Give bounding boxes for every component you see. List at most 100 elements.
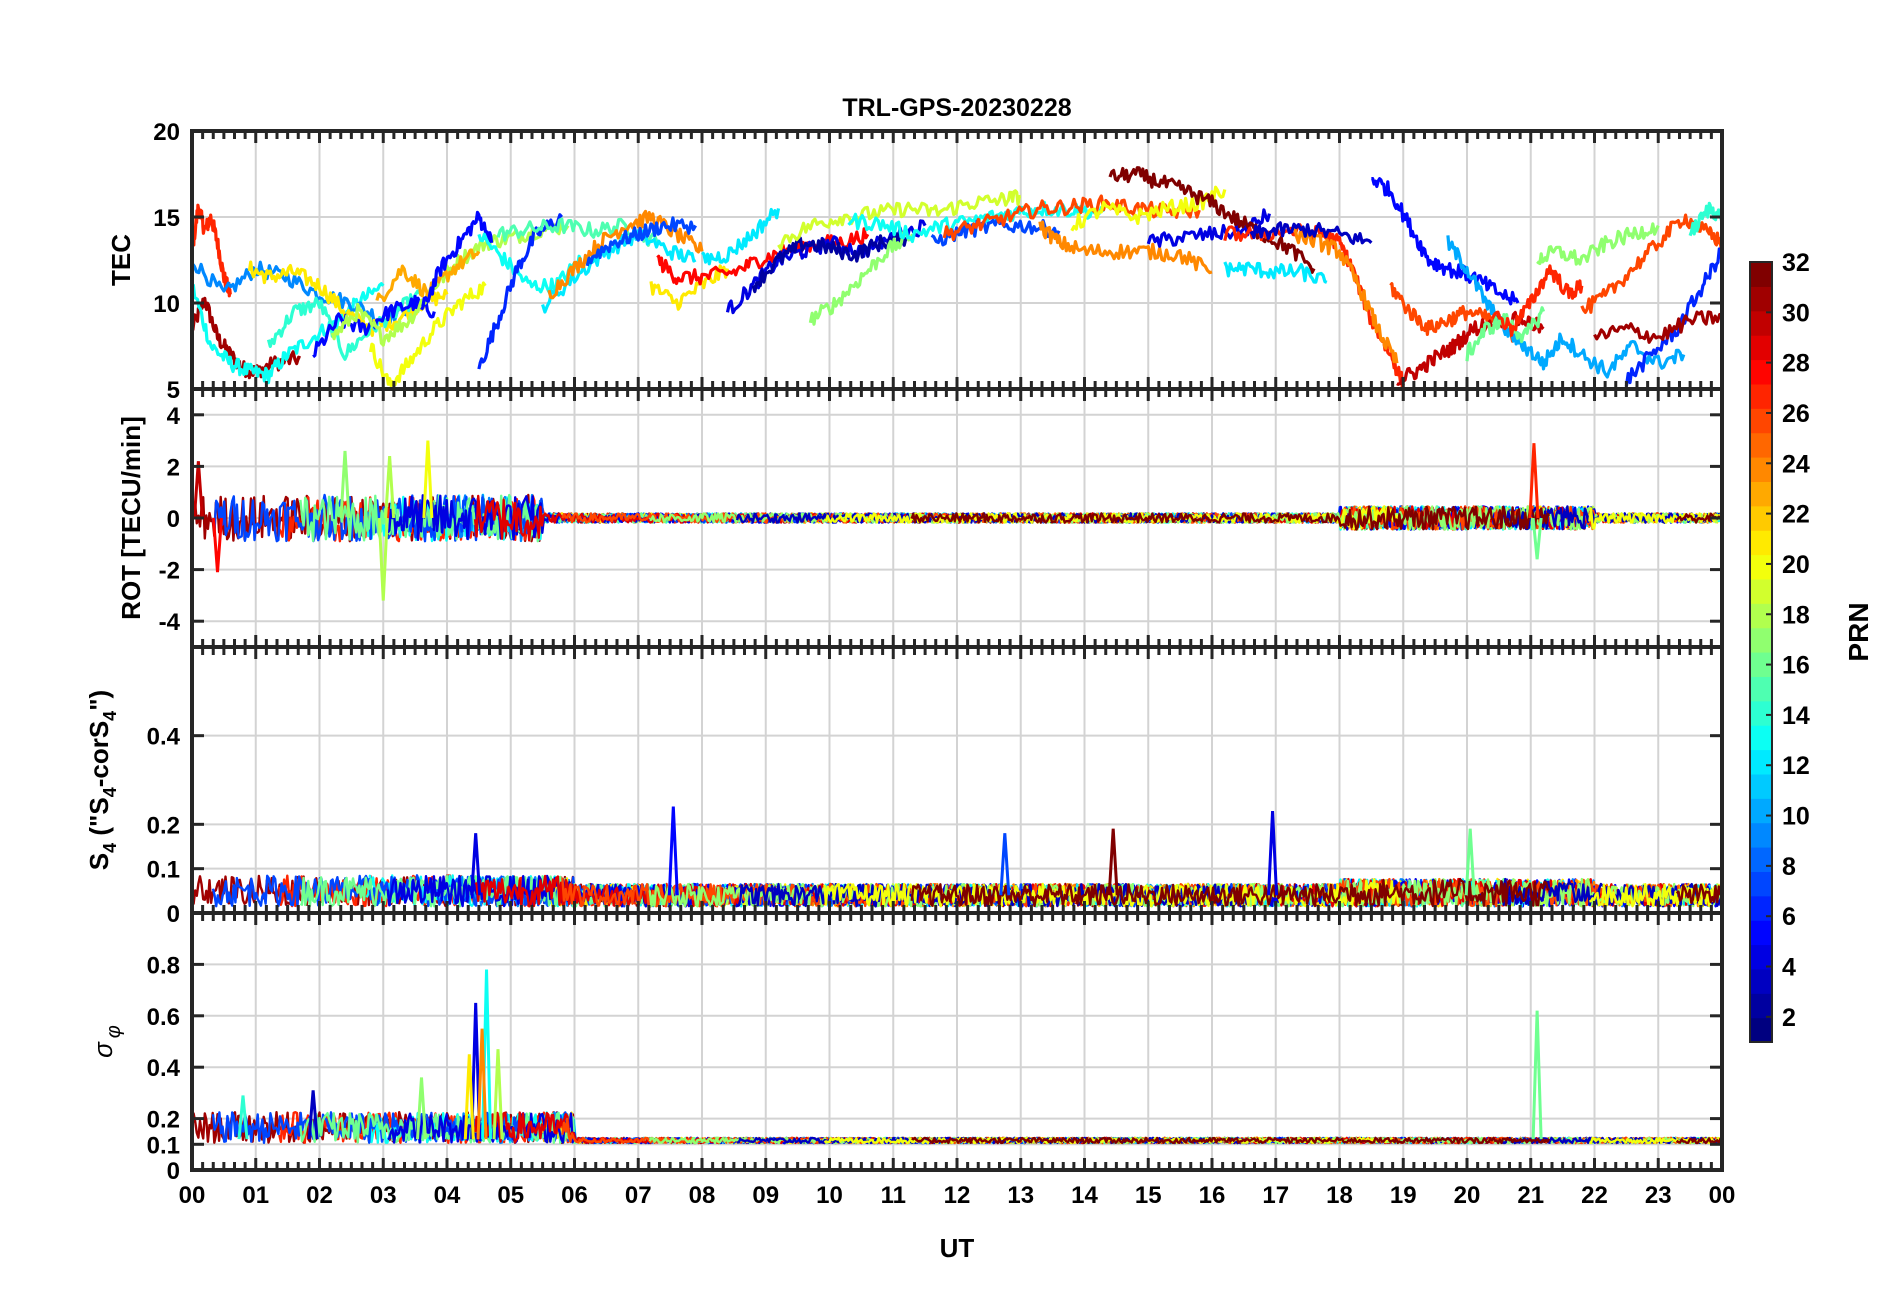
x-tick-label: 23 (1645, 1182, 1672, 1209)
y-axis-label-sigma_phi: σφ (88, 1025, 125, 1058)
sigma_phi-series-line (1675, 1137, 1722, 1145)
colorbar-band (1750, 554, 1772, 580)
tec-series-line (1446, 235, 1686, 379)
rot-peak (384, 455, 396, 519)
x-tick-label: 12 (944, 1182, 971, 1209)
colorbar-band (1750, 432, 1772, 458)
y-tick-label: 2 (167, 454, 180, 481)
colorbar-frame (1749, 261, 1773, 1043)
colorbar-band (1750, 481, 1772, 507)
colorbar-band (1750, 603, 1772, 629)
colorbar-tick-label: 20 (1782, 551, 1810, 579)
x-tick-label: 18 (1326, 1182, 1353, 1209)
tec-series-line (1389, 282, 1520, 343)
s4-peak (1267, 810, 1279, 896)
tec-series-line (1223, 261, 1328, 284)
s4-series-line (910, 877, 1550, 908)
tec-series-line (751, 229, 908, 294)
x-tick-label: 03 (370, 1182, 397, 1209)
x-tick-label: 19 (1390, 1182, 1417, 1209)
rot-peak (212, 517, 223, 573)
colorbar-band (1750, 676, 1772, 702)
y-tick-label: 0.2 (147, 1107, 180, 1134)
x-tick-label: 15 (1135, 1182, 1162, 1209)
s4-series-line (1675, 883, 1722, 904)
colorbar-tick-label: 14 (1782, 702, 1810, 730)
s4-peak (667, 806, 679, 896)
x-tick-label: 10 (816, 1182, 843, 1209)
sigma_phi-peak (416, 1077, 427, 1140)
colorbar-band (1750, 530, 1772, 556)
rot-peak (377, 517, 389, 601)
colorbar-band (1750, 920, 1772, 946)
colorbar-tick-label: 22 (1782, 501, 1810, 529)
x-tick-label: 22 (1581, 1182, 1608, 1209)
colorbar-band (1750, 725, 1772, 751)
colorbar-tick-label: 16 (1782, 652, 1810, 680)
y-tick-label: -2 (159, 558, 180, 585)
x-tick-label: 01 (242, 1182, 269, 1209)
colorbar-band (1750, 286, 1772, 312)
y-tick-label: 4 (167, 403, 181, 430)
tec-series-line (1038, 220, 1213, 275)
colorbar-band (1750, 505, 1772, 531)
s4-peak (470, 833, 482, 896)
x-tick-label: 13 (1007, 1182, 1034, 1209)
colorbar-tick-label: 24 (1782, 450, 1810, 478)
colorbar-band (1750, 700, 1772, 726)
x-tick-label: 09 (752, 1182, 779, 1209)
colorbar-band (1750, 993, 1772, 1019)
colorbar-band (1750, 578, 1772, 604)
colorbar-band (1750, 627, 1772, 653)
colorbar-band (1750, 822, 1772, 848)
tec-series-line (1688, 201, 1722, 237)
colorbar-tick-label: 28 (1782, 350, 1810, 378)
tec-series-line (477, 213, 564, 370)
y-axis-label-rot: ROT [TECU/min] (116, 416, 146, 620)
tec-series-line (1536, 222, 1660, 266)
colorbar-band (1750, 335, 1772, 361)
x-tick-label: 04 (434, 1182, 461, 1209)
colorbar-band (1750, 895, 1772, 921)
colorbar-band (1750, 457, 1772, 482)
colorbar-tick-label: 18 (1782, 601, 1810, 629)
y-tick-label: 0.4 (147, 1055, 181, 1082)
colorbar-band (1750, 773, 1772, 799)
panel-tec-data (192, 166, 1722, 389)
x-axis: 00 01 02 03 04 05 06 07 08 09 10 11 12 13 14 15 16 17 18 19… (179, 1182, 1736, 1209)
y-axis-label-tec: TEC (106, 234, 136, 286)
y-tick-label: 10 (153, 291, 180, 318)
tec-series-line (1108, 166, 1316, 274)
sigma_phi-series-line (911, 1136, 1551, 1145)
tec-series-line (192, 203, 232, 298)
y-tick-label: 5 (167, 377, 180, 404)
colorbar-tick-label: 32 (1782, 249, 1810, 277)
colorbar-tick-label: 8 (1782, 853, 1796, 881)
s4-peak (1107, 828, 1119, 896)
colorbar-label: PRN (1843, 602, 1874, 661)
rot-peak (192, 461, 204, 519)
tec-series-line (477, 232, 583, 296)
sigma_phi-peak (1531, 1010, 1543, 1140)
rot-series-line (1588, 507, 1722, 530)
x-tick-label: 02 (306, 1182, 333, 1209)
x-tick-label: 05 (497, 1182, 524, 1209)
s4-peak (1464, 828, 1476, 896)
colorbar-tick-label: 30 (1782, 299, 1810, 327)
x-tick-label: 06 (561, 1182, 588, 1209)
colorbar-band (1750, 798, 1772, 824)
tec-series-line (701, 207, 781, 266)
y-tick-label: 0.8 (147, 952, 180, 979)
colorbar-tick-label: 26 (1782, 400, 1810, 428)
y-tick-label: 0 (167, 1158, 180, 1185)
colorbar-band (1750, 944, 1772, 970)
tec-series-line (808, 231, 914, 326)
panel-rot-data (192, 440, 1722, 601)
rot-series-line (910, 505, 1551, 531)
y-tick-label: 0.2 (147, 812, 180, 839)
colorbar-tick-label: 10 (1782, 803, 1810, 831)
tec-series-line (1593, 310, 1722, 344)
tec-series-line (585, 216, 697, 267)
colorbar-band (1750, 359, 1772, 385)
